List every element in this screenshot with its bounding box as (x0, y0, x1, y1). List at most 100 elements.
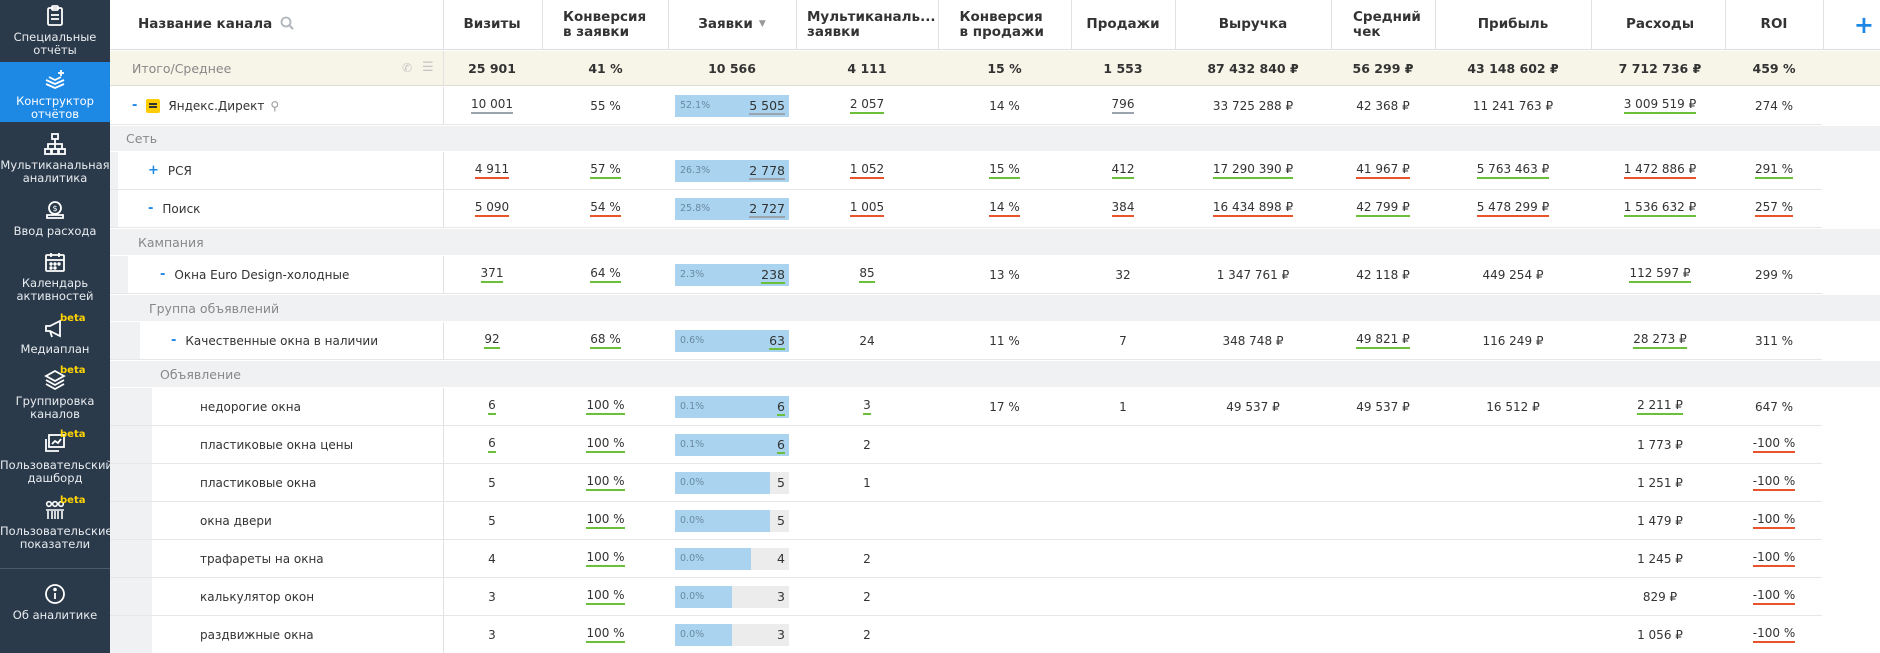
cell-multichannel[interactable]: 1 005 (849, 200, 885, 217)
filter-icon[interactable]: ⚲ (270, 98, 280, 113)
cell-visits[interactable]: 4 911 (474, 162, 510, 179)
cell-revenue[interactable]: 16 434 898 ₽ (1212, 200, 1294, 217)
col-leads[interactable]: Заявки ▼ (669, 0, 795, 49)
sidebar-item-custom-dashboard[interactable]: beta Пользовательский дашборд (0, 429, 113, 486)
expand-toggle[interactable]: + (148, 163, 159, 178)
cell-conv-leads[interactable]: 100 % (586, 474, 625, 491)
col-channel-name[interactable]: Название канала (132, 0, 442, 49)
row-name-cell: окна двери (200, 502, 440, 539)
sidebar-item-calendar[interactable]: Календарь активностей (0, 250, 110, 304)
table-row-rsya[interactable]: + РСЯ 4 911 57 % 26.3% 2 778 1 052 15 % 4… (110, 152, 1822, 190)
cell-multichannel[interactable]: 85 (859, 266, 875, 283)
cell-conv-leads[interactable]: 100 % (586, 626, 625, 643)
cell-roi[interactable]: -100 % (1752, 474, 1796, 491)
cell-sales[interactable]: 796 (1111, 97, 1135, 114)
cell-conv-sales: 13 % (989, 267, 1020, 282)
cell-expenses[interactable]: 1 472 886 ₽ (1623, 162, 1697, 179)
sidebar-item-channel-grouping[interactable]: beta Группировка каналов (0, 365, 110, 422)
table-row[interactable]: пластиковые окна цены 6 100 % 0.1% 6 2 1 … (110, 426, 1822, 464)
cell-visits[interactable]: 10 001 (471, 97, 513, 114)
collapse-toggle[interactable]: - (171, 333, 177, 348)
sidebar-item-special-reports[interactable]: Специальные отчёты (0, 4, 110, 58)
table-row[interactable]: калькулятор окон 3 100 % 0.0% 3 2 829 ₽ -… (110, 578, 1822, 616)
sidebar-item-report-builder[interactable]: Конструктор отчётов (0, 62, 110, 122)
cell-visits[interactable]: 371 (480, 266, 504, 283)
table-row-search[interactable]: - Поиск 5 090 54 % 25.8% 2 727 1 005 14 %… (110, 190, 1822, 228)
cell-conv-leads[interactable]: 100 % (586, 436, 625, 453)
sidebar-item-about[interactable]: Об аналитике (0, 582, 110, 626)
sidebar-item-custom-metrics[interactable]: beta Пользовательские показатели (0, 495, 113, 552)
table-row[interactable]: раздвижные окна 3 100 % 0.0% 3 2 1 056 ₽ … (110, 616, 1822, 653)
collapse-toggle[interactable]: - (160, 267, 166, 282)
cell-visits[interactable]: 92 (484, 332, 500, 349)
sidebar-item-multichannel[interactable]: Мультиканальная аналитика (0, 132, 110, 186)
cell-multichannel[interactable]: 3 (863, 398, 871, 415)
row-name-cell: калькулятор окон (200, 578, 440, 615)
collapse-toggle[interactable]: - (148, 201, 154, 216)
cell-conv-sales[interactable]: 15 % (989, 162, 1020, 179)
cell-conv-leads[interactable]: 64 % (590, 266, 621, 283)
cell-sales[interactable]: 412 (1111, 162, 1135, 179)
cell-visits: 4 (488, 551, 496, 566)
sidebar-item-mediaplan[interactable]: beta Медиаплан (0, 313, 110, 360)
cell-conv-leads[interactable]: 68 % (590, 332, 621, 349)
table-row[interactable]: пластиковые окна 5 100 % 0.0% 5 1 1 251 ₽… (110, 464, 1822, 502)
cell-expenses[interactable]: 3 009 519 ₽ (1623, 97, 1697, 114)
cell-expenses[interactable]: 112 597 ₽ (1629, 266, 1691, 283)
cell-multichannel[interactable]: 2 057 (849, 97, 885, 114)
table-row[interactable]: недорогие окна 6 100 % 0.1% 6 3 17 % 1 49… (110, 388, 1822, 426)
col-conv-leads[interactable]: Конверсия в заявки (543, 0, 668, 49)
collapse-toggle[interactable]: - (132, 98, 138, 113)
table-row-yandex-direct[interactable]: - Яндекс.Директ ⚲ 10 001 55 % 52.1% 5 505… (110, 87, 1822, 125)
row-name: раздвижные окна (200, 627, 314, 642)
cell-conv-leads[interactable]: 100 % (586, 512, 625, 529)
cell-profit[interactable]: 5 478 299 ₽ (1476, 200, 1550, 217)
list-icon[interactable]: ☰ (422, 60, 434, 75)
cell-roi[interactable]: 257 % (1754, 200, 1794, 217)
cell-conv-leads[interactable]: 54 % (590, 200, 621, 217)
col-channel-name-label: Название канала (138, 16, 273, 32)
cell-visits[interactable]: 6 (488, 398, 496, 415)
cell-avg-check[interactable]: 41 967 ₽ (1356, 162, 1410, 179)
table-row[interactable]: окна двери 5 100 % 0.0% 5 1 479 ₽ -100 % (110, 502, 1822, 540)
cell-roi[interactable]: -100 % (1752, 512, 1796, 529)
col-avg-check[interactable]: Средний чек (1332, 0, 1434, 49)
cell-roi[interactable]: -100 % (1752, 550, 1796, 567)
cell-conv-sales[interactable]: 14 % (989, 200, 1020, 217)
cell-revenue[interactable]: 17 290 390 ₽ (1212, 162, 1294, 179)
table-row-ad-group[interactable]: - Качественные окна в наличии 92 68 % 0.… (110, 322, 1822, 360)
cell-multichannel[interactable]: 1 052 (849, 162, 885, 179)
cell-roi[interactable]: -100 % (1752, 626, 1796, 643)
col-sales[interactable]: Продажи (1072, 0, 1174, 49)
col-roi[interactable]: ROI (1726, 0, 1822, 49)
cell-roi[interactable]: -100 % (1752, 588, 1796, 605)
cell-expenses[interactable]: 1 536 632 ₽ (1623, 200, 1697, 217)
cell-roi[interactable]: -100 % (1752, 436, 1796, 453)
table-row-campaign[interactable]: - Окна Euro Design-холодные 371 64 % 2.3… (110, 256, 1822, 294)
cell-roi[interactable]: 291 % (1754, 162, 1794, 179)
cell-sales[interactable]: 384 (1111, 200, 1135, 217)
col-multichannel[interactable]: Мультиканаль... заявки (797, 0, 937, 49)
col-profit[interactable]: Прибыль (1436, 0, 1590, 49)
cell-profit[interactable]: 5 763 463 ₽ (1476, 162, 1550, 179)
cell-expenses[interactable]: 28 273 ₽ (1633, 332, 1687, 349)
cell-conv-leads[interactable]: 57 % (590, 162, 621, 179)
cell-visits[interactable]: 5 090 (474, 200, 510, 217)
cell-avg-check[interactable]: 42 799 ₽ (1356, 200, 1410, 217)
table-row[interactable]: трафареты на окна 4 100 % 0.0% 4 2 1 245 … (110, 540, 1822, 578)
cell-conv-leads[interactable]: 100 % (586, 588, 625, 605)
cell-conv-leads[interactable]: 100 % (586, 550, 625, 567)
phone-icon[interactable]: ✆ (402, 61, 413, 75)
col-expenses[interactable]: Расходы (1592, 0, 1728, 49)
sidebar-item-expense-input[interactable]: $ Ввод расхода (0, 198, 110, 242)
col-visits[interactable]: Визиты (444, 0, 540, 49)
col-conv-sales[interactable]: Конверсия в продажи (939, 0, 1070, 49)
cell-visits[interactable]: 6 (488, 436, 496, 453)
cell-avg-check[interactable]: 49 821 ₽ (1356, 332, 1410, 349)
cell-expenses[interactable]: 2 211 ₽ (1637, 398, 1683, 415)
add-column-button[interactable]: + (1853, 11, 1874, 39)
col-revenue[interactable]: Выручка (1176, 0, 1330, 49)
cell-conv-leads[interactable]: 100 % (586, 398, 625, 415)
search-icon[interactable] (280, 16, 294, 34)
cell-revenue: 49 537 ₽ (1226, 399, 1280, 414)
